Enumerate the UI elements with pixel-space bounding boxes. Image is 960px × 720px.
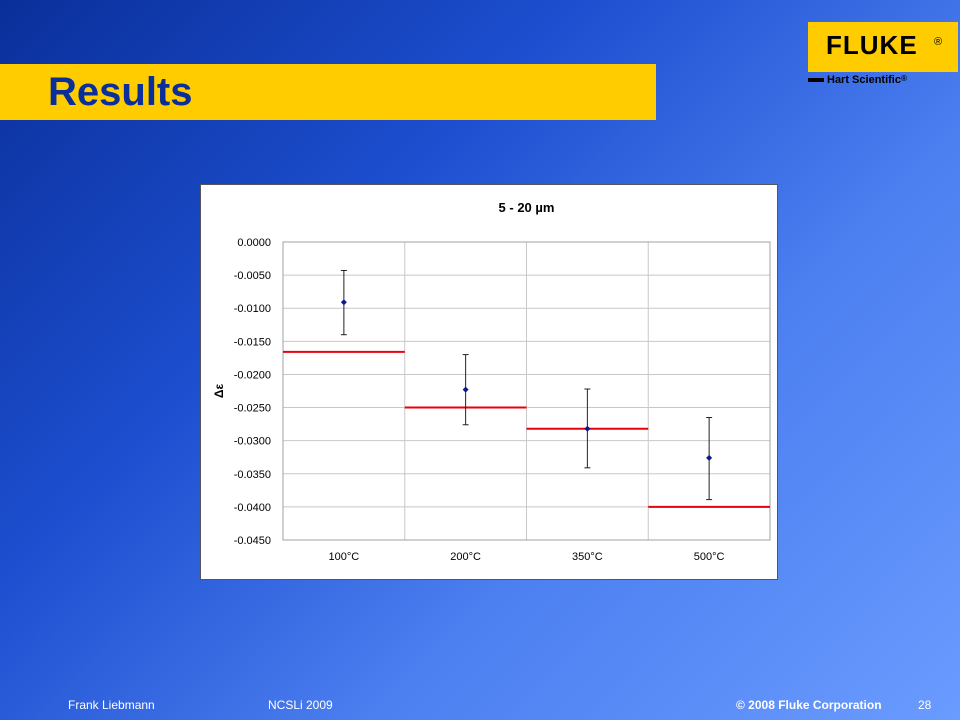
results-chart: 5 - 20 µm 0.0000 -0.0050 -0.0100 -0.0150 -0.0… [212,200,771,563]
data-point [340,299,347,306]
y-tick-label: -0.0100 [234,303,271,315]
logo-sub-registered: ® [900,74,907,83]
data-point [462,386,469,393]
slide-title: Results [48,70,193,114]
footer-page-number: 28 [918,698,932,712]
logo-registered: ® [934,36,943,48]
chart-title: 5 - 20 µm [499,200,555,215]
y-tick-label: -0.0350 [234,469,271,481]
logo-dash [808,78,824,83]
logo-brand: FLUKE [826,30,918,60]
x-tick-label: 200°C [450,551,481,563]
footer-event: NCSLi 2009 [268,698,333,712]
y-tick-label: -0.0150 [234,336,271,348]
logo-sub-text: Hart Scientific [827,74,901,86]
x-tick-label: 500°C [694,551,725,563]
y-axis-label: Δε [212,384,226,399]
y-tick-label: -0.0450 [234,535,271,547]
data-point [706,454,713,461]
y-tick-label: -0.0250 [234,403,271,415]
title-bar: Results [0,64,656,120]
chart-frame: 5 - 20 µm 0.0000 -0.0050 -0.0100 -0.0150 -0.0… [200,184,778,580]
y-tick-label: 0.0000 [237,237,271,249]
logo-subtitle: Hart Scientific® [808,74,907,86]
plot-area-border [282,241,771,541]
footer-author: Frank Liebmann [68,698,155,712]
x-tick-label: 100°C [329,551,360,563]
x-tick-label: 350°C [572,551,603,563]
y-tick-label: -0.0300 [234,436,271,448]
data-point [584,425,591,432]
footer-copyright: © 2008 Fluke Corporation [736,698,882,712]
y-tick-label: -0.0200 [234,369,271,381]
fluke-logo: FLUKE ® [808,22,958,72]
y-tick-label: -0.0400 [234,502,271,514]
y-tick-label: -0.0050 [234,270,271,282]
